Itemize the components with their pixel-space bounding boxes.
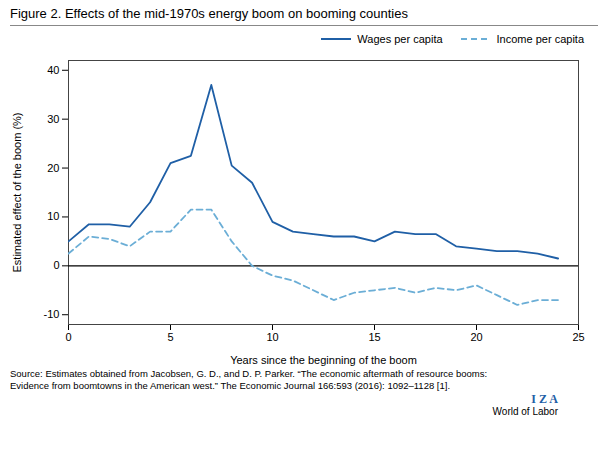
svg-text:20: 20	[470, 331, 482, 343]
html-text:Source: Estimates obtained fro: Source: Estimates obtained from Jacobsen…	[10, 368, 488, 392]
svg-text:0: 0	[53, 259, 59, 271]
svg-text:-10: -10	[44, 308, 60, 320]
svg-text:10: 10	[266, 331, 278, 343]
svg-text:0: 0	[65, 331, 71, 343]
svg-text:Years since the beginning of t: Years since the beginning of the boom	[230, 354, 417, 366]
svg-text:5: 5	[167, 331, 173, 343]
html-text:Figure 2. Effects of the mid-1: Figure 2. Effects of the mid-1970s energ…	[10, 6, 408, 21]
svg-text:20: 20	[47, 162, 59, 174]
svg-text:10: 10	[47, 210, 59, 222]
svg-text:15: 15	[368, 331, 380, 343]
html-text:Wages per capita: Wages per capita	[357, 33, 443, 45]
html-text:I Z A: I Z A	[531, 391, 558, 406]
svg-text:Estimated effect of the boom (: Estimated effect of the boom (%)	[11, 113, 23, 273]
html-text:Income per capita: Income per capita	[496, 33, 584, 45]
html-text:World of Labor: World of Labor	[492, 405, 558, 417]
svg-text:40: 40	[47, 64, 59, 76]
svg-text:30: 30	[47, 113, 59, 125]
svg-text:25: 25	[572, 331, 584, 343]
